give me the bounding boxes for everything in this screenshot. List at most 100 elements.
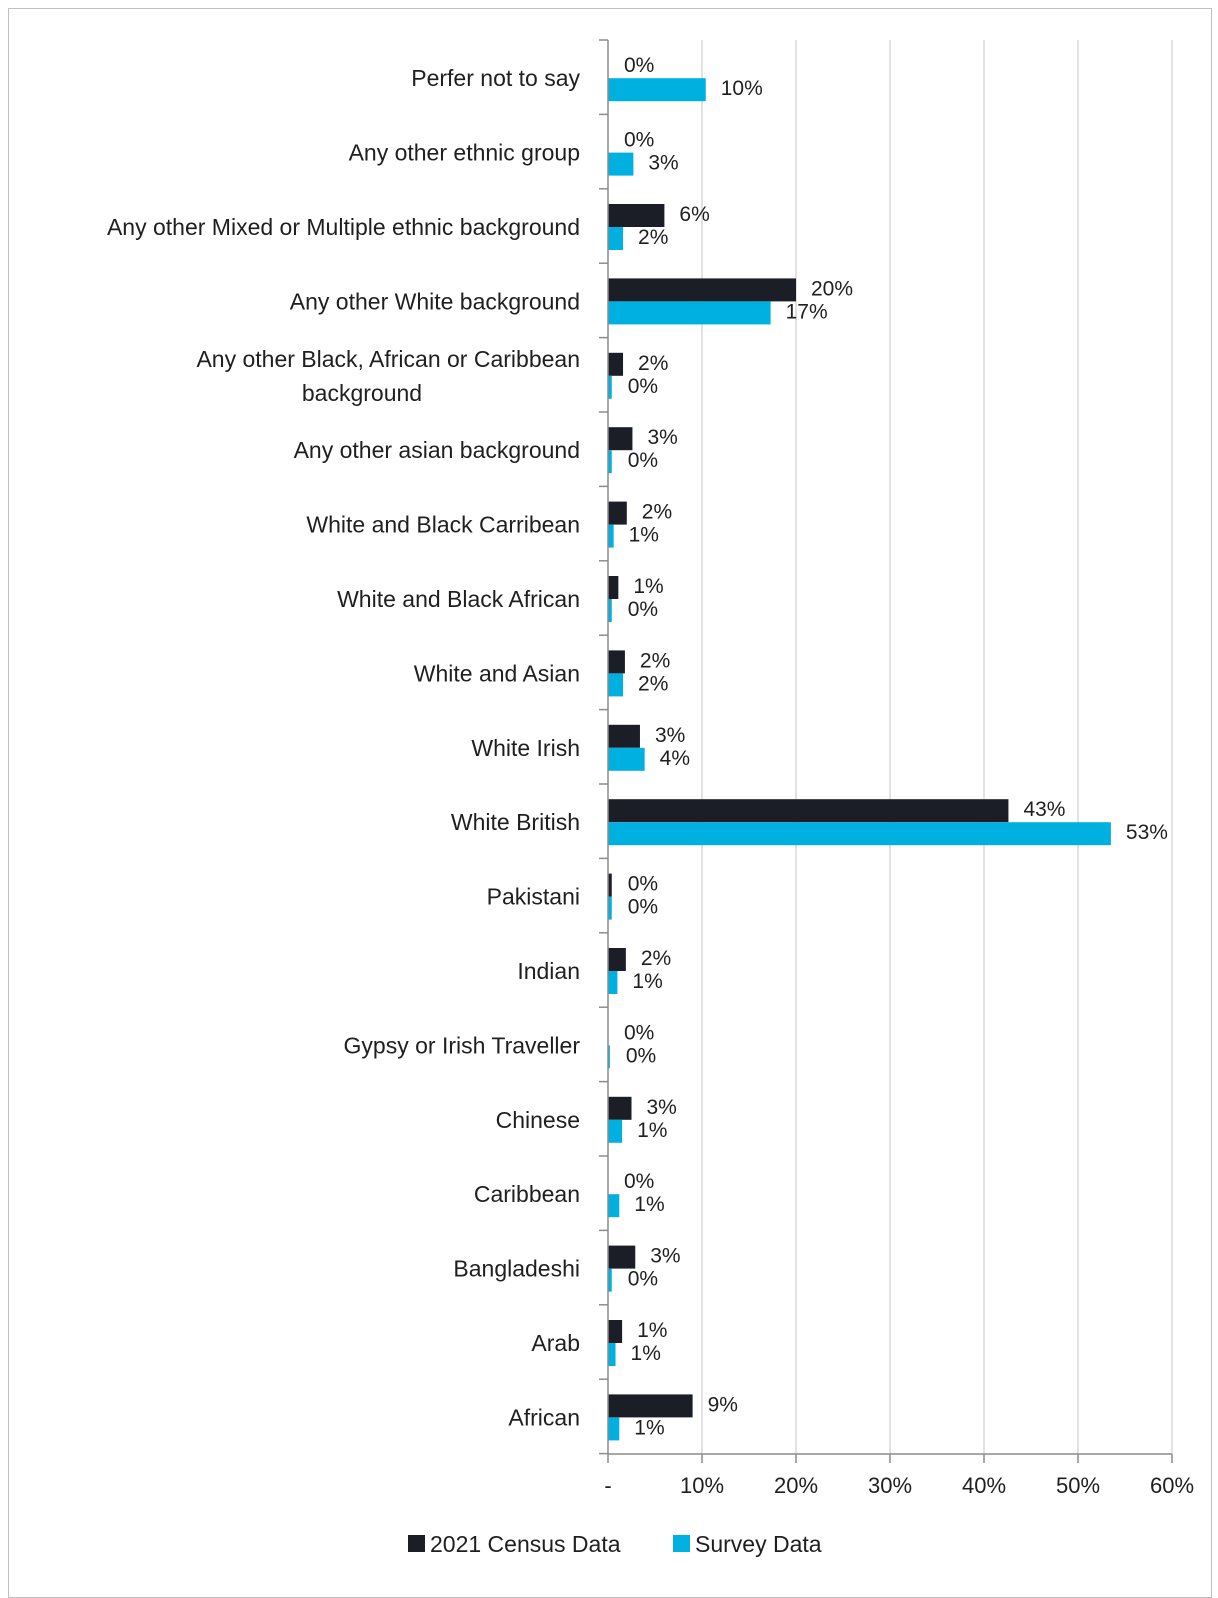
census-data-label: 0% [628,873,658,896]
labels: - 10% 20% 30% 40% 50% 60% Perfer not to say 0% 10… [107,54,1194,1498]
census-bar [608,352,624,376]
survey-data-label: 0% [628,896,658,919]
survey-bar [608,450,612,474]
census-data-label: 2% [640,649,670,672]
survey-bar [608,1194,620,1218]
census-bar [608,204,665,227]
survey-bar [608,78,706,102]
census-bar [608,873,612,897]
census-bar [608,576,619,599]
legend-swatch-census [408,1535,425,1552]
survey-bar [608,1343,616,1366]
category-label: Any other asian background [294,437,580,463]
survey-data-label: 0% [628,375,658,398]
census-bar [608,1096,632,1120]
census-data-label: 1% [637,1319,667,1342]
survey-bar [608,747,645,771]
survey-bar [608,1119,623,1143]
survey-bar [608,599,612,622]
census-bar [608,799,1009,823]
gridlines [701,40,1173,1454]
survey-data-label: 2% [638,672,668,695]
x-tick-label: 40% [962,1473,1006,1498]
survey-bar [608,524,614,548]
survey-bar [608,896,612,920]
x-tick-label: 50% [1056,1473,1100,1498]
survey-bar [608,227,624,250]
x-tick-label: 10% [680,1473,724,1498]
survey-data-label: 0% [628,1268,658,1291]
survey-bar [608,1417,620,1441]
category-label: Perfer not to say [411,65,580,91]
survey-bar [608,971,618,994]
survey-data-label: 1% [634,1416,664,1439]
census-data-label: 1% [633,575,663,598]
category-label: Bangladeshi [453,1256,580,1282]
x-tick-label: - [604,1473,611,1498]
census-bar [608,650,625,674]
category-label: Any other ethnic group [349,140,580,166]
census-data-label: 0% [624,129,654,152]
category-label: background [302,380,422,406]
legend: 2021 Census Data Survey Data [408,1531,822,1557]
category-label: White and Black African [337,586,580,612]
x-tick-label: 60% [1150,1473,1194,1498]
category-label: Indian [517,958,580,984]
category-label: Arab [531,1330,580,1356]
census-data-label: 20% [811,277,853,300]
census-bar [608,1320,623,1343]
survey-bar [608,822,1111,846]
survey-bar [608,1268,612,1292]
survey-data-label: 1% [634,1193,664,1216]
census-data-label: 3% [655,724,685,747]
axes [599,39,1173,1463]
survey-bar [608,152,634,176]
category-label: White and Asian [414,660,580,686]
survey-data-label: 1% [632,970,662,993]
census-data-label: 0% [624,54,654,77]
census-bar [608,427,633,451]
x-tick-label: 20% [774,1473,818,1498]
census-bar [608,1245,636,1269]
survey-data-label: 1% [629,524,659,547]
survey-data-label: 17% [786,300,828,323]
census-bar [608,501,627,525]
survey-data-label: 1% [637,1119,667,1142]
bars [608,78,1111,1441]
survey-data-label: 10% [721,77,763,100]
census-data-label: 3% [647,426,677,449]
census-data-label: 0% [624,1021,654,1044]
survey-bar [608,301,771,325]
legend-label-census: 2021 Census Data [430,1531,621,1557]
category-label: Any other White background [290,288,580,314]
census-data-label: 43% [1023,798,1065,821]
survey-bar [608,375,612,399]
census-data-label: 0% [624,1170,654,1193]
legend-label-survey: Survey Data [695,1531,822,1557]
census-data-label: 9% [708,1393,738,1416]
census-data-label: 6% [679,203,709,226]
category-label: Chinese [496,1107,580,1133]
x-tick-label: 30% [868,1473,912,1498]
census-data-label: 2% [642,501,672,524]
survey-data-label: 0% [628,449,658,472]
category-label: White and Black Carribean [306,512,580,538]
category-label: African [508,1404,580,1430]
survey-data-label: 0% [628,598,658,621]
category-label: White Irish [471,735,580,761]
survey-data-label: 1% [631,1342,661,1365]
census-bar [608,278,796,302]
category-label: Caribbean [474,1181,580,1207]
survey-data-label: 2% [638,226,668,249]
census-data-label: 3% [647,1096,677,1119]
category-label: White British [451,809,580,835]
census-bar [608,948,626,971]
category-label: Gypsy or Irish Traveller [344,1032,581,1058]
census-bar [608,1394,693,1418]
survey-data-label: 3% [648,152,678,175]
survey-data-label: 4% [660,747,690,770]
census-data-label: 2% [641,947,671,970]
survey-data-label: 0% [626,1044,656,1067]
survey-data-label: 53% [1126,821,1168,844]
